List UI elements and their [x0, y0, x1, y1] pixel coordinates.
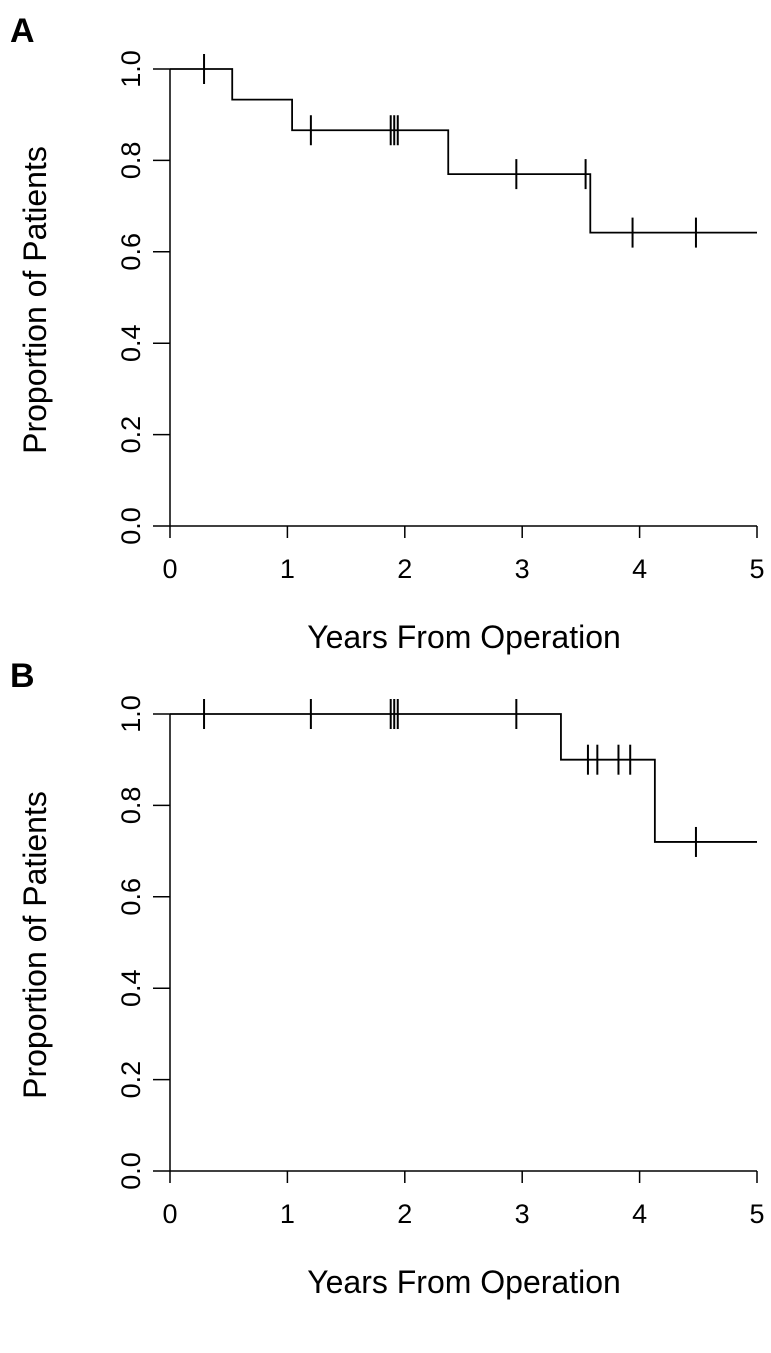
- x-tick-label: 0: [162, 1199, 177, 1229]
- survival-chart-a-svg: A Proportion of Patients Years From Oper…: [10, 12, 765, 655]
- x-tick-label: 4: [632, 1199, 647, 1229]
- x-tick-label: 3: [515, 1199, 530, 1229]
- x-tick-label: 5: [749, 554, 764, 584]
- y-tick-label: 1.0: [116, 695, 146, 733]
- y-tick-label: 0.0: [116, 1152, 146, 1190]
- x-tick-label: 2: [397, 554, 412, 584]
- x-tick-label: 3: [515, 554, 530, 584]
- y-tick-label: 1.0: [116, 50, 146, 88]
- y-axis-title-a: Proportion of Patients: [17, 146, 53, 454]
- panel-label-a: A: [10, 12, 35, 50]
- y-tick-label: 0.4: [116, 969, 146, 1007]
- y-tick-label: 0.8: [116, 787, 146, 825]
- survival-step-line: [170, 713, 757, 843]
- y-tick-label: 0.6: [116, 233, 146, 271]
- x-tick-label: 5: [749, 1199, 764, 1229]
- y-tick-label: 0.0: [116, 507, 146, 545]
- y-tick-label: 0.8: [116, 142, 146, 180]
- x-axis-title-b: Years From Operation: [307, 1264, 621, 1300]
- survival-chart-b: B Proportion of Patients Years From Oper…: [0, 645, 771, 1305]
- x-tick-label: 1: [280, 554, 295, 584]
- y-tick-label: 0.2: [116, 416, 146, 454]
- x-tick-label: 2: [397, 1199, 412, 1229]
- x-tick-label: 4: [632, 554, 647, 584]
- y-tick-label: 0.6: [116, 878, 146, 916]
- x-tick-label: 0: [162, 554, 177, 584]
- x-axis-title-a: Years From Operation: [307, 619, 621, 655]
- y-tick-label: 0.2: [116, 1061, 146, 1099]
- panel-label-b: B: [10, 657, 35, 695]
- survival-chart-a: A Proportion of Patients Years From Oper…: [0, 0, 771, 660]
- y-axis-title-b: Proportion of Patients: [17, 791, 53, 1099]
- survival-chart-b-svg: B Proportion of Patients Years From Oper…: [10, 657, 765, 1300]
- y-tick-label: 0.4: [116, 324, 146, 362]
- x-tick-label: 1: [280, 1199, 295, 1229]
- survival-step-line: [170, 68, 757, 234]
